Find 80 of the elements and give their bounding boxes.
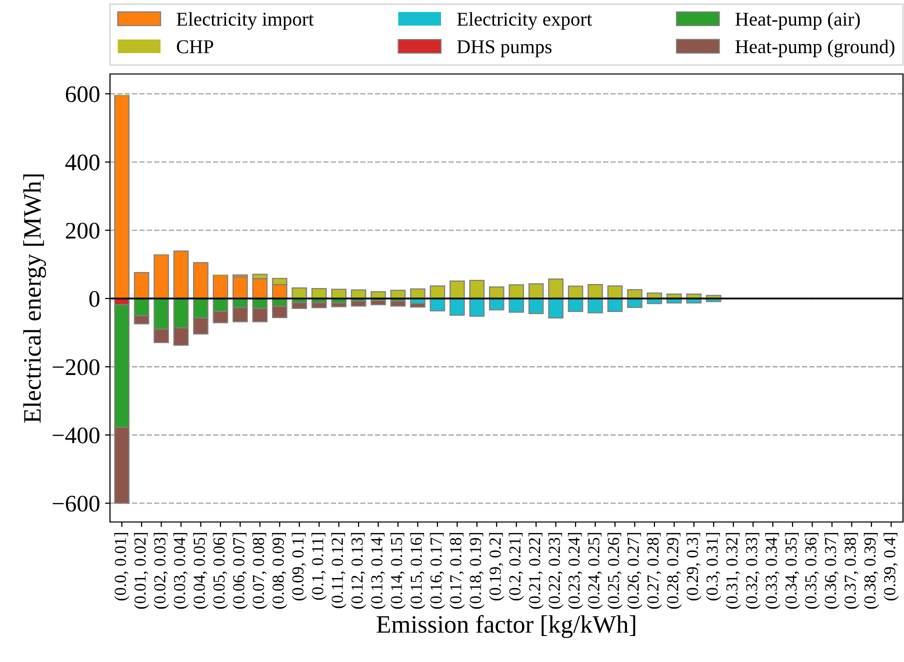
x-tick-label: (0.1, 0.11] bbox=[312, 532, 327, 600]
bar bbox=[410, 303, 426, 308]
x-tick-label: (0.26, 0.27] bbox=[627, 532, 642, 609]
x-tick-label: (0.23, 0.24] bbox=[568, 532, 584, 609]
legend-label: Electricity import bbox=[176, 12, 314, 30]
bar bbox=[154, 254, 169, 300]
legend-label: Electricity export bbox=[457, 12, 592, 30]
x-axis-title: Emission factor [kg/kWh] bbox=[376, 615, 636, 638]
bar bbox=[548, 278, 564, 300]
bar bbox=[232, 276, 248, 300]
x-tick-label: (0.34, 0.35] bbox=[784, 532, 800, 609]
x-tick-label: (0.24, 0.25] bbox=[588, 532, 603, 609]
bar bbox=[292, 302, 308, 309]
bar bbox=[212, 274, 228, 300]
bar bbox=[588, 284, 603, 300]
x-tick-label: (0.12, 0.13] bbox=[350, 532, 366, 609]
bar bbox=[508, 298, 524, 313]
y-tick-label: −600 bbox=[52, 496, 100, 512]
x-tick-label: (0.31, 0.32] bbox=[726, 532, 741, 609]
y-tick-label: −400 bbox=[52, 427, 100, 444]
legend-label: Heat-pump (ground) bbox=[735, 40, 894, 58]
x-tick-label: (0.13, 0.14] bbox=[370, 532, 386, 609]
bar bbox=[450, 280, 465, 300]
x-tick-label: (0.3, 0.31] bbox=[706, 532, 722, 600]
x-tick-label: (0.32, 0.33] bbox=[746, 532, 761, 609]
x-tick-label: (0.14, 0.15] bbox=[390, 532, 406, 609]
y-tick-label: 200 bbox=[66, 222, 100, 239]
x-tick-label: (0.15, 0.16] bbox=[410, 532, 426, 609]
bar bbox=[134, 272, 150, 300]
legend-label: Heat-pump (air) bbox=[735, 12, 860, 30]
x-tick-label: (0.19, 0.2] bbox=[489, 532, 504, 600]
bar bbox=[370, 300, 386, 306]
bar bbox=[350, 300, 366, 307]
x-tick-label: (0.36, 0.37] bbox=[824, 532, 840, 609]
bar bbox=[193, 262, 208, 300]
x-tick-label: (0.27, 0.28] bbox=[646, 532, 662, 609]
x-tick-label: (0.22, 0.23] bbox=[548, 532, 564, 609]
bar bbox=[469, 280, 485, 300]
x-tick-label: (0.02, 0.03] bbox=[154, 532, 169, 609]
y-axis-title: Electrical energy [MWh] bbox=[23, 174, 46, 423]
legend-label: DHS pumps bbox=[457, 40, 552, 58]
x-tick-label: (0.39, 0.4] bbox=[884, 532, 899, 600]
bar bbox=[331, 302, 346, 308]
x-tick-label: (0.0, 0.01] bbox=[114, 532, 130, 600]
x-tick-label: (0.05, 0.06] bbox=[212, 532, 228, 609]
x-tick-label: (0.2, 0.21] bbox=[508, 532, 524, 600]
bar bbox=[469, 298, 485, 317]
y-tick-label: 600 bbox=[66, 86, 100, 102]
x-tick-label: (0.17, 0.18] bbox=[450, 532, 465, 609]
x-tick-label: (0.07, 0.08] bbox=[252, 532, 268, 609]
bar bbox=[114, 94, 130, 300]
bar bbox=[488, 298, 504, 310]
y-tick-label: −200 bbox=[52, 359, 100, 376]
x-tick-label: (0.03, 0.04] bbox=[173, 532, 189, 609]
x-tick-label: (0.16, 0.17] bbox=[430, 532, 446, 609]
bar bbox=[173, 250, 189, 300]
bar bbox=[548, 298, 564, 319]
x-tick-label: (0.04, 0.05] bbox=[193, 532, 208, 609]
bar bbox=[311, 302, 327, 308]
bar bbox=[390, 300, 406, 307]
x-tick-label: (0.28, 0.29] bbox=[666, 532, 682, 609]
x-tick-label: (0.35, 0.36] bbox=[804, 532, 820, 609]
y-tick-label: 0 bbox=[89, 291, 100, 307]
x-tick-label: (0.21, 0.22] bbox=[528, 532, 544, 609]
bar bbox=[588, 298, 603, 314]
x-tick-label: (0.06, 0.07] bbox=[232, 532, 248, 609]
x-tick-label: (0.11, 0.12] bbox=[331, 532, 346, 608]
y-tick-label: 400 bbox=[65, 154, 100, 170]
legend-label: CHP bbox=[176, 40, 214, 54]
x-tick-label: (0.18, 0.19] bbox=[469, 532, 484, 609]
x-tick-label: (0.29, 0.3] bbox=[686, 532, 702, 600]
x-tick-label: (0.33, 0.34] bbox=[765, 532, 780, 609]
x-tick-label: (0.38, 0.39] bbox=[864, 532, 879, 609]
x-tick-label: (0.37, 0.38] bbox=[844, 532, 860, 609]
bar bbox=[508, 284, 524, 300]
x-tick-label: (0.09, 0.1] bbox=[292, 532, 307, 600]
bar bbox=[450, 298, 465, 316]
x-tick-label: (0.08, 0.09] bbox=[272, 532, 288, 609]
x-tick-label: (0.25, 0.26] bbox=[607, 532, 623, 609]
x-tick-label: (0.01, 0.02] bbox=[134, 532, 150, 609]
